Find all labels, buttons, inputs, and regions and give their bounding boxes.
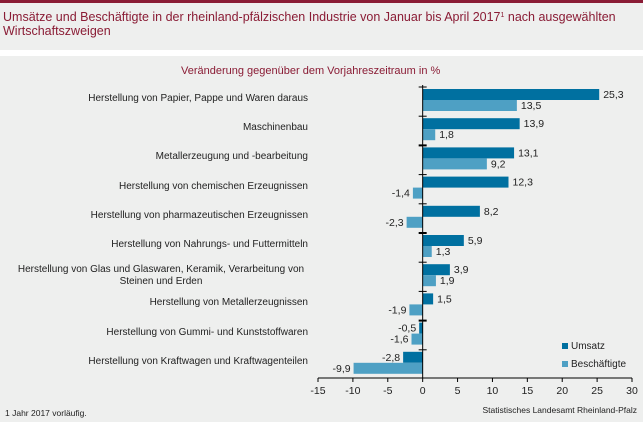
bar-umsatz [422, 89, 600, 100]
category-label: Maschinenbau [242, 122, 308, 134]
category-label: Metallerzeugung und -bearbeitung [155, 151, 308, 163]
bar-umsatz [422, 205, 480, 217]
category-label: Herstellung von Glas und Glaswaren, Kera… [17, 264, 305, 288]
data-label: -1,6 [390, 334, 408, 346]
data-label: 1,3 [436, 246, 451, 258]
data-label: -9,9 [332, 363, 350, 375]
bar-beschaeftigte [411, 333, 423, 345]
x-tick-label: -10 [345, 385, 360, 397]
x-tick-label: 20 [556, 385, 568, 397]
legend-label-umsatz: Umsatz [571, 340, 605, 352]
title-box: Umsätze und Beschäftigte in der rheinlan… [0, 3, 643, 50]
x-tick-label: 25 [591, 385, 603, 397]
bar-umsatz [422, 118, 520, 130]
legend-label-beschaeftigte: Beschäftigte [571, 358, 627, 370]
category-label: Herstellung von pharmazeutischen Erzeugn… [90, 209, 308, 221]
legend: Umsatz Beschäftigte [562, 339, 626, 375]
legend-item-umsatz: Umsatz [562, 339, 626, 353]
bar-umsatz [422, 235, 464, 246]
data-label: 1,9 [440, 275, 455, 287]
data-label: 13,9 [524, 118, 545, 130]
chart-subtitle: Veränderung gegenüber dem Vorjahreszeitr… [181, 65, 441, 77]
x-tick-label: 10 [487, 385, 499, 397]
bar-beschaeftigte [422, 129, 436, 141]
x-tick-label: -5 [383, 385, 392, 397]
footnote-marker: 1 [500, 12, 505, 19]
data-label: -2,3 [386, 217, 404, 229]
bar-beschaeftigte [422, 246, 432, 257]
x-tick-label: 5 [455, 385, 461, 397]
x-tick-label: -15 [310, 385, 325, 397]
data-label: 12,3 [512, 177, 533, 189]
chart-title-rest: nach ausgewählten Wirtschaftszweigen [3, 10, 616, 38]
source-note: Statistisches Landesamt Rheinland-Pfalz [482, 405, 638, 415]
separator [0, 50, 643, 56]
bar-umsatz [422, 264, 450, 276]
data-label: -1,4 [392, 188, 410, 200]
legend-swatch-beschaeftigte [562, 361, 568, 367]
data-label: 1,5 [437, 293, 452, 305]
x-tick-label: 15 [521, 385, 533, 397]
data-label: 5,9 [468, 235, 483, 247]
bar-umsatz [422, 147, 515, 159]
category-label: Herstellung von Kraftwagen und Kraftwage… [88, 355, 308, 367]
data-label: 13,1 [518, 147, 539, 159]
chart-area [0, 56, 643, 422]
bar-umsatz [422, 176, 509, 188]
x-tick-label: 30 [626, 385, 638, 397]
category-label: Herstellung von chemischen Erzeugnissen [119, 180, 308, 192]
data-label: -2,8 [382, 352, 400, 364]
data-label: 3,9 [454, 264, 469, 276]
bar-beschaeftigte [409, 304, 423, 316]
footnote: 1 Jahr 2017 vorläufig. [5, 408, 87, 418]
data-label: 8,2 [484, 206, 499, 218]
bar-beschaeftigte [422, 275, 436, 287]
data-label: -0,5 [398, 323, 416, 335]
data-label: 25,3 [603, 89, 624, 101]
x-tick-label: 0 [420, 385, 426, 397]
data-label: 13,5 [521, 100, 542, 112]
category-label: Herstellung von Gummi- und Kunststoffwar… [106, 326, 308, 338]
category-label: Herstellung von Nahrungs- und Futtermitt… [111, 239, 308, 250]
bar-umsatz [422, 293, 434, 305]
chart-title-text: Umsätze und Beschäftigte in der rheinlan… [3, 10, 501, 24]
bar-umsatz [419, 322, 423, 334]
bar-beschaeftigte [422, 158, 487, 170]
bar-umsatz [403, 351, 423, 363]
bar-beschaeftigte [406, 216, 423, 228]
legend-swatch-umsatz [562, 343, 568, 349]
bar-beschaeftigte [422, 100, 517, 111]
chart-title: Umsätze und Beschäftigte in der rheinlan… [3, 10, 639, 38]
top-accent-bar [0, 0, 643, 3]
data-label: 1,8 [439, 129, 454, 141]
legend-item-beschaeftigte: Beschäftigte [562, 357, 626, 371]
data-label: 9,2 [491, 158, 506, 170]
category-label: Herstellung von Metallerzeugnissen [149, 297, 308, 309]
data-label: -1,9 [388, 304, 406, 316]
bar-beschaeftigte [353, 362, 423, 374]
category-label: Herstellung von Papier, Pappe und Waren … [88, 93, 308, 104]
bar-beschaeftigte [412, 187, 423, 199]
